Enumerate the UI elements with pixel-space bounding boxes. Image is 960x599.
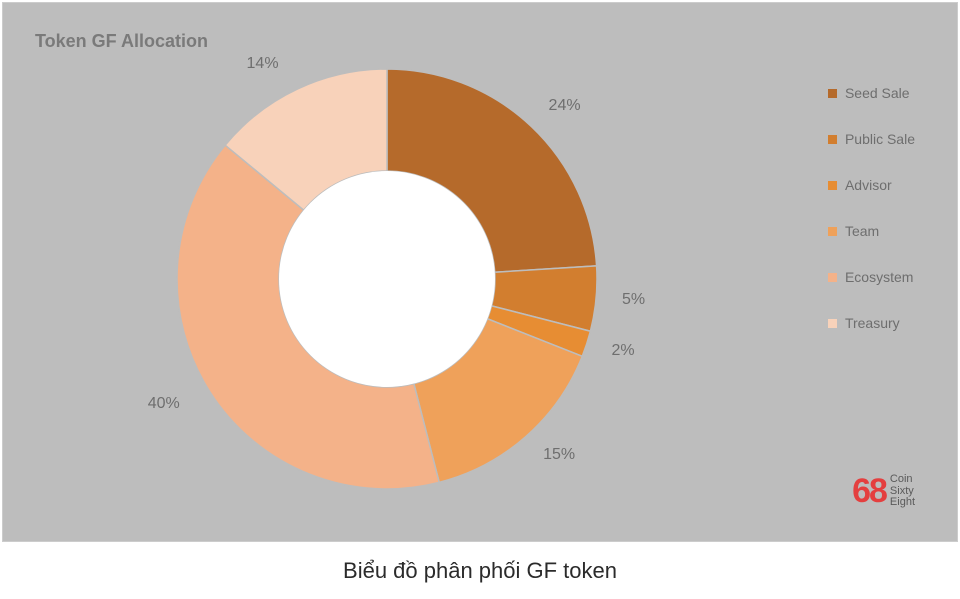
- legend-label: Treasury: [845, 315, 900, 331]
- legend-label: Seed Sale: [845, 85, 910, 101]
- legend-swatch: [828, 319, 837, 328]
- slice-label: 15%: [543, 446, 575, 464]
- legend-label: Team: [845, 223, 879, 239]
- legend-swatch: [828, 273, 837, 282]
- slice-label: 40%: [148, 395, 180, 413]
- slice-label: 5%: [622, 291, 645, 309]
- legend-label: Advisor: [845, 177, 892, 193]
- slice-label: 24%: [549, 97, 581, 115]
- slice-label: 14%: [247, 55, 279, 73]
- legend-label: Ecosystem: [845, 269, 913, 285]
- legend-item: Team: [828, 223, 915, 239]
- brand-line2: Sixty: [890, 485, 914, 497]
- legend-swatch: [828, 227, 837, 236]
- caption: Biểu đồ phân phối GF token: [0, 544, 960, 584]
- donut-hole: [279, 171, 495, 387]
- legend-swatch: [828, 181, 837, 190]
- slice-label: 2%: [611, 342, 634, 360]
- legend-item: Ecosystem: [828, 269, 915, 285]
- legend-item: Seed Sale: [828, 85, 915, 101]
- legend-item: Treasury: [828, 315, 915, 331]
- brand-logo: 68 Coin Sixty Eight: [852, 474, 915, 509]
- legend: Seed Sale Public Sale Advisor Team Ecosystem…: [828, 85, 915, 331]
- donut-chart: 24%5%2%15%40%14%: [157, 49, 617, 509]
- legend-item: Advisor: [828, 177, 915, 193]
- chart-frame: Token GF Allocation 24%5%2%15%40%14% See…: [2, 2, 958, 542]
- brand-line3: Eight: [890, 496, 915, 508]
- legend-item: Public Sale: [828, 131, 915, 147]
- brand-line1: Coin: [890, 473, 913, 485]
- legend-label: Public Sale: [845, 131, 915, 147]
- legend-swatch: [828, 135, 837, 144]
- legend-swatch: [828, 89, 837, 98]
- brand-glyph: 68: [852, 478, 886, 505]
- brand-text: Coin Sixty Eight: [890, 474, 915, 509]
